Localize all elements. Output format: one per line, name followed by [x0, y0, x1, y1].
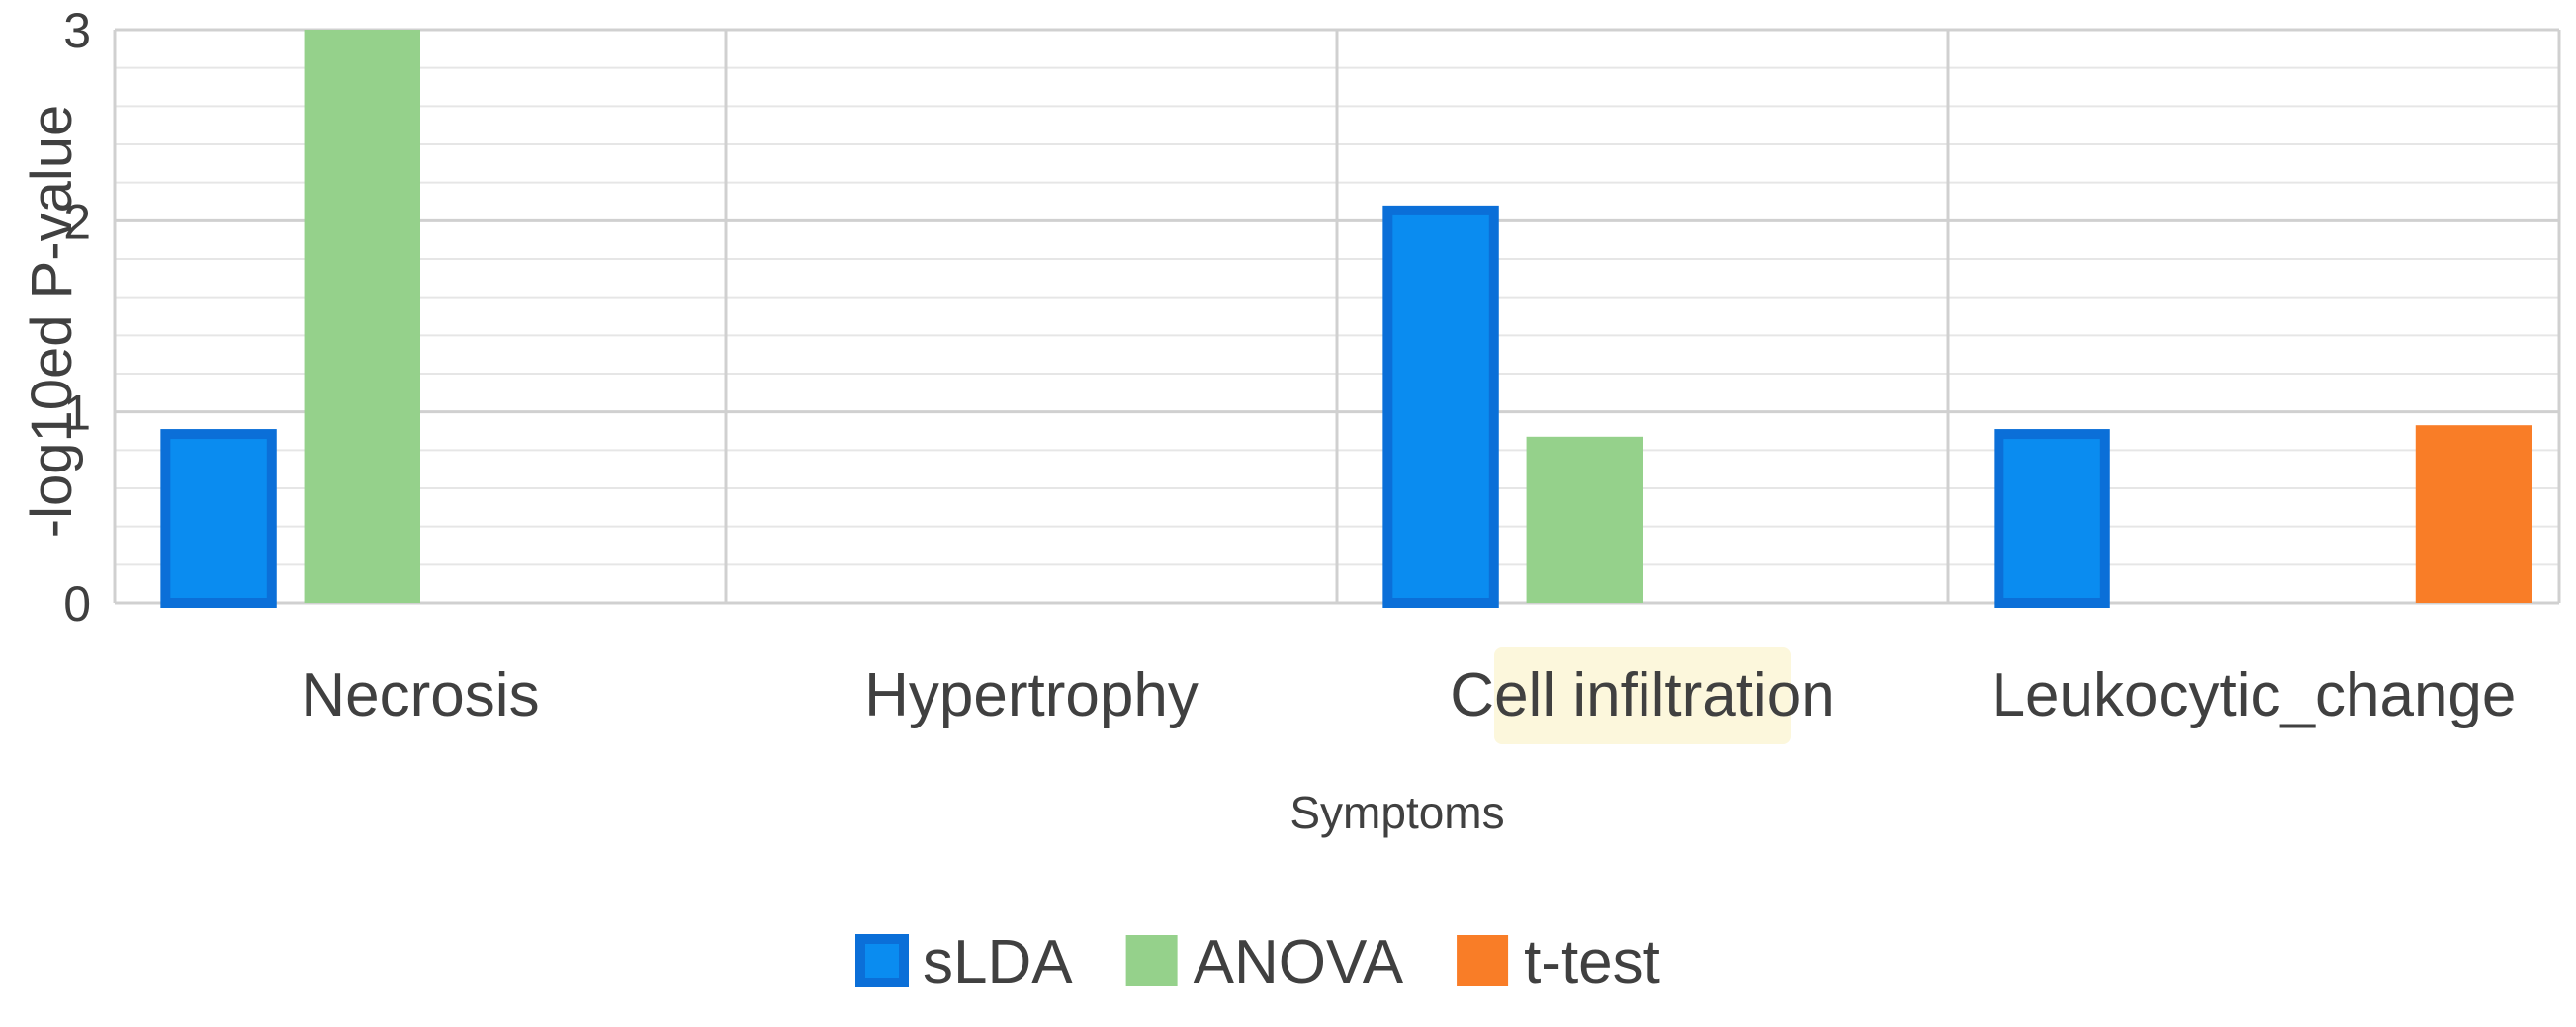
x-category-label: Hypertrophy [864, 661, 1199, 729]
category-highlight [1494, 647, 1791, 744]
bar-t-test-leukocytic-change [2415, 425, 2532, 603]
y-tick-label: 0 [63, 576, 91, 632]
bars [160, 30, 2532, 609]
bar-slda-cell-infiltration [1382, 205, 1499, 608]
bar-slda-necrosis [160, 429, 277, 609]
y-tick-label: 2 [63, 194, 91, 249]
grid [113, 28, 2561, 605]
legend: sLDA ANOVA t-test [855, 928, 1660, 996]
y-tick-label: 3 [63, 3, 91, 58]
y-axis-title: -log10ed P-value [20, 105, 84, 539]
bar-slda-leukocytic-change [1994, 429, 2110, 609]
legend-swatch-slda [855, 934, 909, 987]
x-category-label: Cell infiltration [1450, 661, 1834, 729]
x-axis-title: Symptoms [1289, 787, 1504, 838]
legend-swatch-t-test [1457, 935, 1509, 986]
legend-swatch-anova [1125, 935, 1178, 986]
bar-anova-cell-infiltration [1526, 436, 1643, 603]
x-category-label: Necrosis [301, 661, 539, 729]
bar-anova-necrosis [304, 30, 420, 603]
legend-label-t-test: t-test [1524, 928, 1660, 996]
x-category-label: Leukocytic_change [1992, 661, 2517, 729]
legend-label-anova: ANOVA [1194, 928, 1404, 996]
x-axis-categories: Necrosis Hypertrophy Cell infiltration Leuk… [301, 647, 2516, 744]
y-axis-ticks: 0 1 2 3 [63, 3, 91, 632]
legend-label-slda: sLDA [923, 928, 1073, 996]
y-tick-label: 1 [63, 385, 91, 441]
